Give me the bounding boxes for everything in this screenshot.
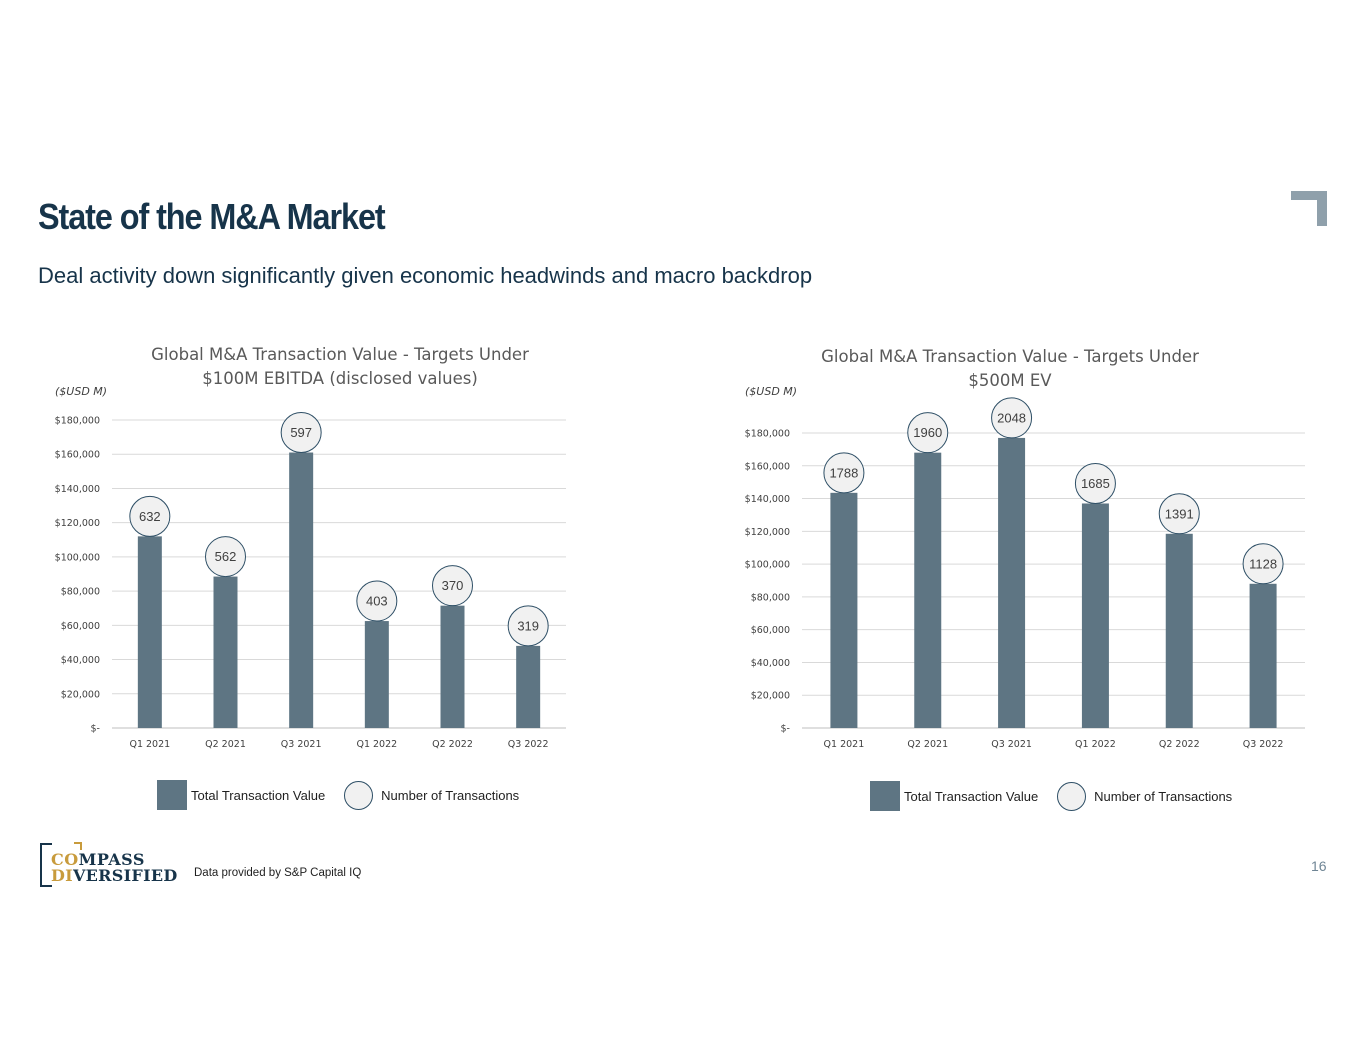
y-tick-label: $40,000: [61, 655, 100, 666]
units-label: ($USD M): [745, 385, 797, 398]
y-tick-label: $140,000: [745, 494, 790, 505]
y-tick-label: $120,000: [745, 527, 790, 538]
chart-ebitda-legend: Total Transaction Value Number of Transa…: [157, 780, 519, 810]
count-bubble: [907, 412, 949, 454]
count-label: 632: [139, 509, 161, 524]
count-bubble: [507, 605, 549, 647]
chart-title-line: Global M&A Transaction Value - Targets U…: [821, 347, 1199, 366]
x-tick-label: Q1 2022: [1075, 739, 1116, 750]
count-bubble: [205, 536, 246, 578]
y-tick-label: $60,000: [61, 621, 100, 632]
bar: [516, 645, 541, 728]
legend-bar-swatch: [157, 780, 187, 810]
x-tick-label: Q1 2022: [356, 739, 397, 750]
bar: [1081, 503, 1109, 728]
y-tick-label: $-: [781, 724, 790, 735]
y-tick-label: $80,000: [61, 587, 100, 598]
source-note: Data provided by S&P Capital IQ: [194, 867, 362, 879]
logo-line2: DIVERSIFIED: [51, 866, 178, 885]
bar: [440, 605, 465, 728]
legend-bubble-label: Number of Transactions: [1094, 788, 1233, 804]
bar: [998, 437, 1026, 728]
legend-bar-label: Total Transaction Value: [191, 787, 326, 803]
count-bubble: [991, 397, 1033, 439]
y-tick-label: $120,000: [55, 518, 100, 529]
page-number: 16: [1311, 858, 1327, 874]
legend-bar-label: Total Transaction Value: [904, 788, 1039, 804]
y-tick-label: $80,000: [751, 592, 790, 603]
count-bubble: [129, 495, 171, 537]
x-tick-label: Q3 2021: [281, 739, 322, 750]
x-tick-label: Q3 2022: [508, 739, 549, 750]
chart-title-line: Global M&A Transaction Value - Targets U…: [151, 345, 529, 364]
logo-bracket: [40, 843, 52, 887]
bar: [1249, 583, 1277, 728]
count-bubble: [356, 580, 398, 622]
y-tick-label: $-: [91, 724, 100, 735]
y-tick-label: $20,000: [751, 691, 790, 702]
logo-accent: [74, 842, 82, 850]
bar: [213, 576, 238, 728]
chart-ev-legend: Total Transaction Value Number of Transa…: [870, 781, 1232, 811]
x-tick-label: Q2 2022: [432, 739, 473, 750]
bar: [1165, 533, 1193, 728]
count-bubble: [823, 452, 865, 494]
y-tick-label: $60,000: [751, 625, 790, 636]
chart-ebitda-svg: Global M&A Transaction Value - Targets U…: [55, 345, 566, 750]
page-title: State of the M&A Market: [38, 196, 386, 237]
x-tick-label: Q3 2022: [1243, 739, 1284, 750]
x-tick-label: Q1 2021: [824, 739, 865, 750]
compass-diversified-logo: COMPASS DIVERSIFIED: [38, 840, 180, 887]
count-label: 562: [215, 549, 237, 564]
bar: [364, 621, 389, 728]
x-tick-label: Q1 2021: [129, 739, 170, 750]
count-bubble: [432, 565, 473, 607]
count-label: 370: [442, 578, 464, 593]
y-tick-label: $20,000: [61, 689, 100, 700]
x-tick-label: Q2 2021: [907, 739, 948, 750]
y-tick-label: $180,000: [745, 429, 790, 440]
bar: [137, 536, 162, 728]
count-label: 2048: [997, 410, 1026, 425]
logo-line1: COMPASS: [51, 850, 145, 869]
count-label: 1391: [1165, 506, 1194, 521]
count-label: 1128: [1249, 556, 1277, 571]
y-tick-label: $160,000: [55, 450, 100, 461]
chart-title-line: $100M EBITDA (disclosed values): [202, 369, 478, 388]
count-bubble: [1242, 543, 1284, 585]
y-tick-label: $100,000: [55, 552, 100, 563]
y-tick-label: $180,000: [55, 416, 100, 427]
y-tick-label: $160,000: [745, 461, 790, 472]
y-tick-label: $100,000: [745, 560, 790, 571]
count-bubble: [280, 412, 322, 454]
legend-bubble-swatch: [344, 780, 374, 810]
count-label: 1960: [913, 425, 942, 440]
legend-bar-swatch: [870, 781, 900, 811]
count-label: 1685: [1081, 476, 1110, 491]
x-tick-label: Q2 2021: [205, 739, 246, 750]
x-tick-label: Q3 2021: [991, 739, 1032, 750]
bar: [830, 492, 858, 728]
count-label: 1788: [829, 465, 858, 480]
corner-bracket-icon: [1291, 191, 1327, 226]
chart-ev-svg: Global M&A Transaction Value - Targets U…: [745, 347, 1305, 750]
count-label: 319: [517, 618, 539, 633]
page-subtitle: Deal activity down significantly given e…: [38, 263, 813, 288]
count-bubble: [1074, 462, 1116, 504]
count-label: 597: [290, 425, 312, 440]
chart-ev: Global M&A Transaction Value - Targets U…: [690, 335, 1330, 765]
count-label: 403: [366, 594, 388, 609]
y-tick-label: $40,000: [751, 658, 790, 669]
y-tick-label: $140,000: [55, 484, 100, 495]
bar: [289, 452, 314, 728]
bar: [914, 452, 942, 728]
x-tick-label: Q2 2022: [1159, 739, 1200, 750]
legend-bubble-swatch: [1057, 781, 1087, 811]
legend-bubble-label: Number of Transactions: [381, 787, 520, 803]
units-label: ($USD M): [55, 385, 107, 398]
count-bubble: [1158, 493, 1200, 535]
chart-title-line: $500M EV: [968, 371, 1052, 390]
chart-ebitda: Global M&A Transaction Value - Targets U…: [0, 335, 600, 765]
